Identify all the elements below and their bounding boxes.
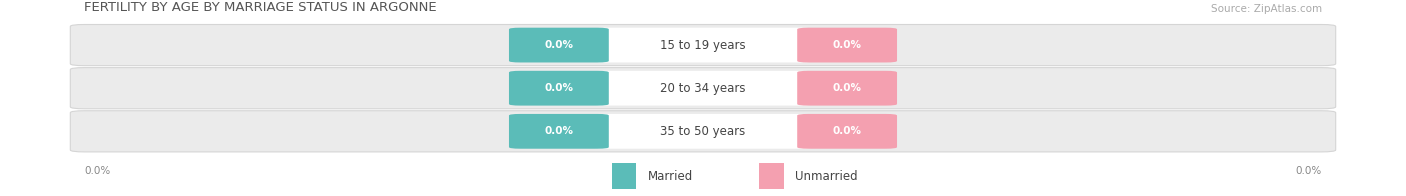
Text: 0.0%: 0.0% [544, 40, 574, 50]
Text: 0.0%: 0.0% [84, 165, 111, 176]
Text: Married: Married [648, 170, 693, 183]
FancyBboxPatch shape [509, 114, 609, 149]
Text: 20 to 34 years: 20 to 34 years [661, 82, 745, 95]
FancyBboxPatch shape [509, 28, 609, 63]
Text: 0.0%: 0.0% [544, 83, 574, 93]
FancyBboxPatch shape [70, 68, 1336, 109]
FancyBboxPatch shape [612, 163, 637, 189]
Text: 0.0%: 0.0% [544, 126, 574, 136]
Text: 35 to 50 years: 35 to 50 years [661, 125, 745, 138]
Text: 0.0%: 0.0% [1295, 165, 1322, 176]
Text: Unmarried: Unmarried [796, 170, 858, 183]
Text: 0.0%: 0.0% [832, 83, 862, 93]
FancyBboxPatch shape [797, 71, 897, 106]
FancyBboxPatch shape [593, 114, 813, 149]
FancyBboxPatch shape [797, 28, 897, 63]
FancyBboxPatch shape [759, 163, 785, 189]
FancyBboxPatch shape [70, 24, 1336, 66]
FancyBboxPatch shape [70, 111, 1336, 152]
Text: 0.0%: 0.0% [832, 126, 862, 136]
Text: FERTILITY BY AGE BY MARRIAGE STATUS IN ARGONNE: FERTILITY BY AGE BY MARRIAGE STATUS IN A… [84, 1, 437, 14]
Text: Source: ZipAtlas.com: Source: ZipAtlas.com [1211, 4, 1322, 14]
Text: 0.0%: 0.0% [832, 40, 862, 50]
FancyBboxPatch shape [509, 71, 609, 106]
FancyBboxPatch shape [593, 71, 813, 106]
Text: 15 to 19 years: 15 to 19 years [661, 39, 745, 52]
FancyBboxPatch shape [797, 114, 897, 149]
FancyBboxPatch shape [593, 28, 813, 63]
